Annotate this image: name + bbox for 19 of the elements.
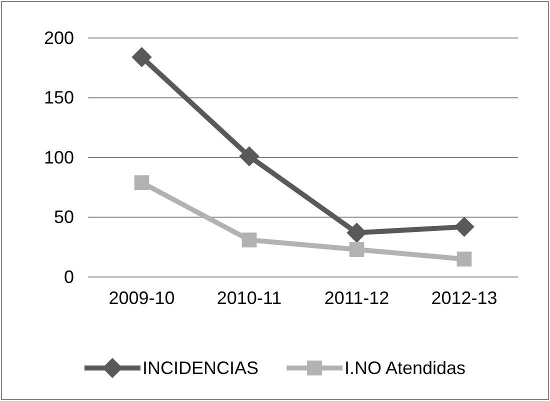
x-tick-label: 2010-11	[216, 288, 282, 308]
point	[242, 232, 257, 248]
legend-label: I.NO Atendidas	[344, 358, 466, 378]
point	[349, 242, 364, 257]
x-tick-label: 2009-10	[108, 288, 175, 308]
x-tick-label: 2011-12	[324, 288, 390, 308]
y-tick-label: 50	[54, 207, 74, 228]
point	[134, 175, 150, 190]
point	[132, 47, 152, 68]
y-tick-label: 150	[44, 88, 74, 108]
point	[456, 252, 472, 266]
y-tick-label: 0	[64, 266, 74, 287]
y-tick-label: 100	[44, 147, 74, 168]
point	[346, 222, 367, 243]
point	[454, 216, 474, 237]
y-tick-label: 200	[44, 28, 74, 48]
point	[239, 146, 260, 166]
legend-label: INCIDENCIAS	[142, 358, 258, 378]
x-tick-label: 2012-13	[431, 288, 498, 308]
